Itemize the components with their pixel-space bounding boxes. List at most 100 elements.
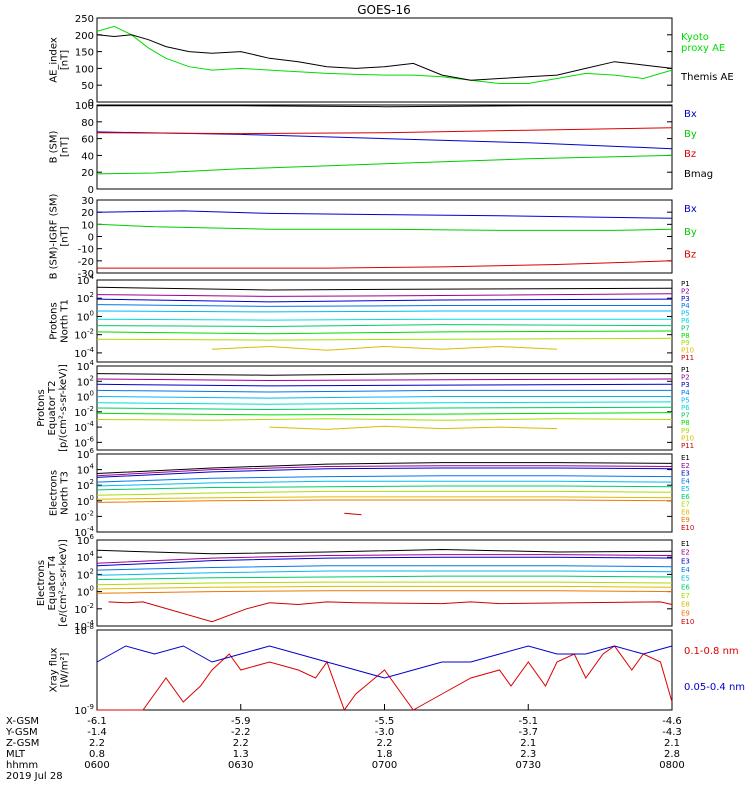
x-tick-value: 2.8 — [664, 749, 680, 760]
series-line-p4 — [96, 304, 672, 307]
series-line-e9 — [96, 590, 673, 594]
y-tick-exponent: -4 — [87, 420, 95, 428]
x-tick-value: -3.0 — [375, 727, 395, 738]
series-line-bx — [96, 210, 673, 219]
y-tick-exponent: 6 — [90, 447, 95, 455]
series-line-e9 — [96, 499, 673, 503]
y-tick-base: 10 — [74, 622, 87, 633]
y-tick-exponent: 6 — [90, 533, 95, 541]
y-tick-label: 60 — [81, 135, 94, 146]
series-line-p10 — [211, 345, 558, 351]
legend-label: P8 — [681, 419, 690, 427]
y-tick-label: 100 — [75, 64, 94, 75]
legend-label: By — [684, 227, 697, 238]
y-tick-base: 10 — [77, 294, 90, 305]
y-tick-label: 40 — [81, 151, 94, 162]
series-line-e2 — [96, 465, 673, 477]
legend-label: Bmag — [684, 169, 713, 180]
legend-label: P11 — [681, 354, 694, 362]
x-tick-value: -2.2 — [231, 727, 251, 738]
series-line-e3 — [96, 556, 673, 567]
legend-label: P3 — [681, 295, 690, 303]
x-tick-value: 2.3 — [520, 749, 536, 760]
legend-label: E6 — [681, 493, 690, 501]
y-tick-base: 10 — [77, 276, 90, 287]
y-tick-base: 10 — [77, 450, 90, 461]
y-axis-label: North T3 — [60, 471, 71, 515]
series-line-p7 — [96, 406, 673, 411]
series-line-p8 — [96, 330, 673, 335]
series-line-p1 — [96, 373, 672, 376]
y-tick-label: 100 — [77, 390, 94, 404]
y-tick-base: 10 — [74, 706, 87, 717]
y-tick-exponent: 4 — [90, 273, 95, 281]
y-tick-label: 10-4 — [74, 420, 94, 434]
y-tick-base: 10 — [74, 512, 87, 523]
y-tick-exponent: 4 — [90, 463, 95, 471]
y-tick-base: 10 — [74, 528, 87, 539]
y-tick-label: 10-8 — [74, 623, 94, 637]
legend-label: E9 — [681, 609, 690, 617]
y-tick-base: 10 — [74, 626, 87, 637]
y-tick-label: 10-4 — [74, 346, 94, 360]
y-tick-label: 0 — [88, 233, 94, 244]
y-tick-base: 10 — [74, 605, 87, 616]
legend-label: Bz — [684, 250, 696, 261]
legend-label: E2 — [681, 462, 690, 470]
plot-title: GOES-16 — [357, 3, 411, 17]
legend-label: Bx — [684, 204, 697, 215]
y-tick-exponent: -4 — [87, 619, 95, 627]
series-line-p5 — [96, 396, 672, 399]
y-axis-label: [nT] — [60, 137, 71, 157]
y-tick-label: 100 — [77, 309, 94, 323]
y-tick-base: 10 — [77, 466, 90, 477]
series-line-bx — [96, 131, 673, 150]
y-tick-exponent: -2 — [87, 509, 94, 517]
y-tick-exponent: -2 — [87, 405, 94, 413]
x-tick-value: -5.1 — [518, 716, 538, 727]
y-axis-label: [nT] — [60, 50, 71, 70]
legend-label: E7 — [681, 501, 690, 509]
series-line-e5 — [96, 480, 673, 487]
y-tick-label: 106 — [77, 533, 95, 547]
y-tick-exponent: -2 — [87, 602, 94, 610]
y-tick-label: -20 — [78, 257, 94, 268]
legend-label: E1 — [681, 454, 690, 462]
y-tick-base: 10 — [74, 331, 87, 342]
x-row-label: Y-GSM — [5, 727, 38, 738]
y-tick-exponent: -6 — [87, 435, 95, 443]
y-axis-label: Xray flux — [49, 648, 60, 693]
legend-label: E3 — [681, 470, 690, 478]
legend-label: P11 — [681, 442, 694, 450]
y-tick-label: 102 — [77, 291, 94, 305]
series-line-bz — [96, 127, 673, 135]
series-line-e10 — [108, 601, 673, 623]
legend-label: P7 — [681, 412, 690, 420]
series-line-kyoto-proxy-ae — [96, 25, 673, 84]
y-tick-label: 0 — [88, 185, 94, 196]
y-axis-label: Protons — [36, 389, 47, 426]
series-line-e1 — [96, 548, 673, 555]
x-tick-value: 1.3 — [233, 749, 249, 760]
y-tick-label: 102 — [77, 374, 94, 388]
legend-label: E4 — [681, 477, 690, 485]
y-tick-base: 10 — [74, 423, 87, 434]
legend-label: Themis AE — [680, 72, 734, 83]
legend-label: Bz — [684, 149, 696, 160]
x-tick-value: 0630 — [228, 760, 253, 771]
y-axis-label: Equator T2 — [47, 381, 58, 436]
y-tick-label: -10 — [78, 245, 94, 256]
x-tick-value: -1.4 — [87, 727, 107, 738]
x-tick-value: -5.5 — [375, 716, 395, 727]
x-row-label: hhmm — [6, 760, 38, 771]
series-line-p3 — [96, 383, 673, 387]
x-tick-value: 0800 — [659, 760, 684, 771]
y-axis-label: North T1 — [60, 299, 71, 343]
y-tick-exponent: 0 — [90, 585, 94, 593]
y-axis-label: B (SM)-IGRF (SM) — [49, 194, 60, 280]
legend-label: 0.1-0.8 nm — [684, 646, 739, 657]
